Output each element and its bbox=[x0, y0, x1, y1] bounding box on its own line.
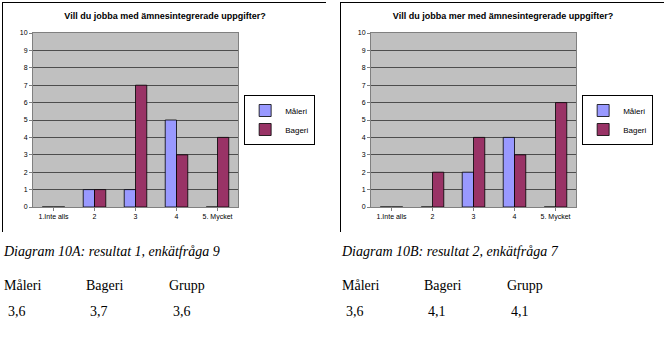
svg-text:1: 1 bbox=[24, 186, 28, 193]
svg-text:Måleri: Måleri bbox=[285, 107, 307, 116]
svg-text:5: 5 bbox=[24, 116, 28, 123]
svg-text:1.Inte alls: 1.Inte alls bbox=[39, 213, 69, 220]
svg-text:Vill du jobba med ämnesintegre: Vill du jobba med ämnesintegrerade uppgi… bbox=[64, 11, 265, 21]
svg-text:5: 5 bbox=[362, 116, 366, 123]
svg-text:1.Inte alls: 1.Inte alls bbox=[377, 213, 407, 220]
html-text:4,1: 4,1 bbox=[511, 304, 529, 319]
svg-text:Bageri: Bageri bbox=[285, 126, 308, 135]
svg-text:2: 2 bbox=[362, 169, 366, 176]
html-text:4,1: 4,1 bbox=[428, 304, 446, 319]
html-text:Måleri: Måleri bbox=[342, 278, 380, 293]
svg-text:10: 10 bbox=[358, 29, 366, 36]
html-text:Måleri: Måleri bbox=[4, 278, 42, 293]
html-text:Diagram 10B: resultat 2, enkät: Diagram 10B: resultat 2, enkätfråga 7 bbox=[342, 244, 558, 259]
svg-text:0: 0 bbox=[362, 203, 366, 210]
svg-text:3: 3 bbox=[24, 151, 28, 158]
svg-text:6: 6 bbox=[24, 99, 28, 106]
svg-text:2: 2 bbox=[431, 213, 435, 220]
svg-text:4: 4 bbox=[24, 134, 28, 141]
svg-text:4: 4 bbox=[362, 134, 366, 141]
svg-text:Bageri: Bageri bbox=[623, 126, 646, 135]
svg-text:Måleri: Måleri bbox=[623, 107, 645, 116]
html-text:Bageri: Bageri bbox=[424, 278, 462, 293]
svg-text:0: 0 bbox=[24, 203, 28, 210]
svg-text:2: 2 bbox=[24, 169, 28, 176]
html-text:Diagram 10A: resultat 1, enkät: Diagram 10A: resultat 1, enkätfråga 9 bbox=[4, 244, 220, 259]
svg-text:4: 4 bbox=[513, 213, 517, 220]
svg-text:6: 6 bbox=[362, 99, 366, 106]
svg-text:7: 7 bbox=[24, 82, 28, 89]
svg-text:4: 4 bbox=[175, 213, 179, 220]
svg-text:5. Mycket: 5. Mycket bbox=[541, 213, 571, 221]
svg-text:9: 9 bbox=[24, 47, 28, 54]
svg-text:10: 10 bbox=[20, 29, 28, 36]
html-text:3,7: 3,7 bbox=[90, 304, 108, 319]
svg-text:3: 3 bbox=[362, 151, 366, 158]
html-text:Bageri: Bageri bbox=[86, 278, 124, 293]
svg-text:Vill du jobba mer med ämnesint: Vill du jobba mer med ämnesintegrerade u… bbox=[393, 11, 613, 21]
svg-text:1: 1 bbox=[362, 186, 366, 193]
html-text:3,6: 3,6 bbox=[346, 304, 364, 319]
svg-text:8: 8 bbox=[24, 64, 28, 71]
html-text:3,6: 3,6 bbox=[8, 304, 26, 319]
svg-text:2: 2 bbox=[93, 213, 97, 220]
svg-text:7: 7 bbox=[362, 82, 366, 89]
svg-text:3: 3 bbox=[134, 213, 138, 220]
svg-text:9: 9 bbox=[362, 47, 366, 54]
html-text:3,6: 3,6 bbox=[173, 304, 191, 319]
svg-text:5. Mycket: 5. Mycket bbox=[203, 213, 233, 221]
html-text:Grupp: Grupp bbox=[169, 278, 205, 293]
html-text:Grupp: Grupp bbox=[507, 278, 543, 293]
svg-text:3: 3 bbox=[472, 213, 476, 220]
svg-text:8: 8 bbox=[362, 64, 366, 71]
